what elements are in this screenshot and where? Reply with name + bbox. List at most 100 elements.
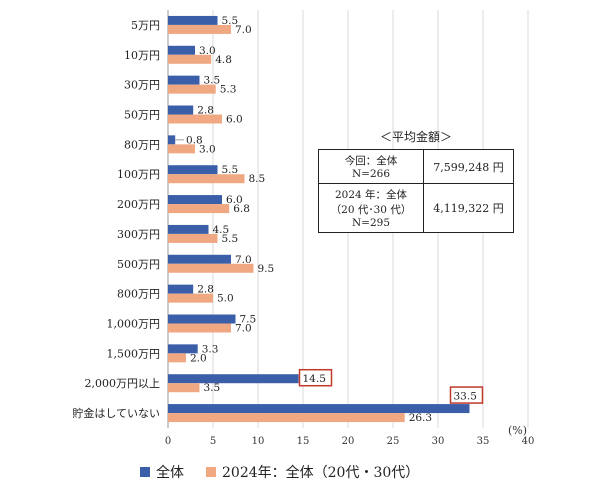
- bar-2024: [168, 144, 195, 154]
- x-tick-label: 35: [477, 436, 490, 447]
- average-row-2024: 2024 年：全体 （20 代･30 代） N=295 4,119,322 円: [318, 183, 514, 233]
- x-tick-label: 5: [210, 436, 216, 447]
- average-row-current: 今回：全体 N=266 7,599,248 円: [318, 149, 514, 184]
- x-tick-label: 20: [342, 436, 355, 447]
- average-row-amount: 4,119,322 円: [423, 183, 514, 233]
- category-label: 1,500万円: [107, 347, 161, 360]
- value-label: 6.0: [226, 194, 243, 206]
- category-label: 80万円: [124, 138, 160, 151]
- bar-2024: [168, 204, 230, 214]
- bar-overall: [168, 224, 209, 234]
- bar-overall: [168, 105, 194, 115]
- bar-overall: [168, 344, 198, 354]
- average-row-label: 今回：全体 N=266: [318, 149, 424, 184]
- x-axis-unit: (%): [508, 424, 527, 437]
- value-label: 5.3: [220, 84, 237, 96]
- legend-item-overall: 全体: [140, 462, 184, 482]
- value-label: 5.5: [222, 233, 239, 245]
- bar-chart: 5.57.03.04.83.55.32.86.00.83.05.58.56.06…: [72, 10, 535, 447]
- x-tick-label: 25: [387, 436, 400, 447]
- value-label: 3.5: [204, 75, 221, 87]
- value-label: 6.8: [233, 203, 250, 215]
- legend-label: 2024年：全体（20代・30代）: [222, 465, 420, 481]
- x-tick-label: 0: [165, 436, 171, 447]
- category-label: 50万円: [124, 109, 160, 122]
- value-label: 0.8: [186, 134, 203, 146]
- bar-overall: [168, 15, 218, 25]
- value-label: 3.0: [199, 143, 216, 155]
- category-label: 1,000万円: [107, 318, 161, 331]
- bar-overall: [168, 314, 236, 324]
- highlight-box: [298, 368, 333, 387]
- value-label: 8.5: [249, 173, 266, 185]
- bar-overall: [168, 135, 176, 145]
- bar-2024: [168, 233, 218, 243]
- x-tick-label: 40: [522, 436, 535, 447]
- value-label: 5.5: [222, 164, 239, 176]
- bar-2024: [168, 24, 231, 34]
- average-amount-table: 今回：全体 N=266 7,599,248 円 2024 年：全体 （20 代･…: [318, 149, 514, 233]
- value-label: 7.0: [235, 323, 252, 335]
- category-label: 800万円: [117, 288, 160, 301]
- category-label: 貯金はしていない: [72, 406, 160, 420]
- bar-overall: [168, 254, 231, 264]
- bar-2024: [168, 293, 213, 303]
- value-label: 5.5: [222, 15, 239, 27]
- average-row-label: 2024 年：全体 （20 代･30 代） N=295: [318, 183, 424, 233]
- average-amount-box: ＜平均金額＞ 今回：全体 N=266 7,599,248 円 2024 年：全体…: [318, 128, 514, 233]
- x-axis-ticks: 0 5 10 15 20 25 30 35 40: [165, 436, 535, 447]
- category-label: 2,000万円以上: [85, 377, 161, 390]
- bar-2024: [168, 174, 245, 184]
- value-label: 26.3: [409, 412, 432, 424]
- value-label: 7.0: [235, 254, 252, 266]
- category-label: 30万円: [124, 79, 160, 92]
- value-label: 2.8: [197, 105, 214, 117]
- category-label: 10万円: [124, 49, 160, 62]
- value-label: 2.8: [197, 284, 214, 296]
- value-label: 3.5: [204, 382, 221, 394]
- legend-swatch: [140, 467, 150, 477]
- value-label: 7.5: [240, 314, 257, 326]
- average-row-amount: 7,599,248 円: [423, 149, 514, 184]
- value-label: 14.5: [303, 373, 326, 385]
- bar-2024: [168, 84, 216, 94]
- label-line: 2024 年：全体: [334, 189, 408, 201]
- value-label: 9.5: [258, 263, 275, 275]
- category-label: 100万円: [117, 168, 160, 181]
- bar-overall: [168, 195, 222, 205]
- bar-2024: [168, 263, 254, 273]
- bar-2024: [168, 413, 405, 423]
- average-amount-title: ＜平均金額＞: [379, 130, 452, 144]
- bar-overall: [168, 75, 200, 85]
- legend-label: 全体: [156, 465, 184, 481]
- value-label: 7.0: [235, 24, 252, 36]
- label-line: 今回：全体: [344, 155, 398, 167]
- chart-legend: 全体 2024年：全体（20代・30代）: [140, 462, 419, 482]
- bar-2024: [168, 114, 222, 124]
- value-label: 6.0: [226, 114, 243, 126]
- value-label: 3.3: [202, 343, 219, 355]
- value-label: 3.0: [199, 45, 216, 57]
- bar-2024: [168, 323, 231, 333]
- category-labels: 5万円 10万円 30万円 50万円 80万円 100万円 200万円 300万円 500万円 8…: [72, 19, 160, 420]
- value-label: 4.5: [213, 224, 230, 236]
- bar-overall: [168, 45, 195, 55]
- chart-bars: 5.57.03.04.83.55.32.86.00.83.05.58.56.06…: [168, 15, 484, 424]
- x-tick-label: 30: [432, 436, 445, 447]
- bar-overall: [168, 165, 218, 175]
- label-line: N=295: [351, 217, 391, 229]
- x-tick-label: 10: [252, 436, 265, 447]
- highlight-box: [449, 386, 484, 404]
- category-label: 500万円: [117, 258, 160, 271]
- category-label: 300万円: [117, 228, 160, 241]
- bar-overall: [168, 404, 470, 414]
- bar-2024: [168, 54, 212, 64]
- legend-item-2024: 2024年：全体（20代・30代）: [206, 462, 419, 482]
- bar-2024: [168, 383, 200, 393]
- bar-overall: [168, 284, 194, 294]
- x-tick-label: 15: [297, 436, 310, 447]
- value-label: 2.0: [190, 352, 207, 364]
- label-line: （20 代･30 代）: [330, 204, 412, 216]
- value-label: 5.0: [217, 293, 234, 305]
- category-label: 5万円: [131, 19, 160, 32]
